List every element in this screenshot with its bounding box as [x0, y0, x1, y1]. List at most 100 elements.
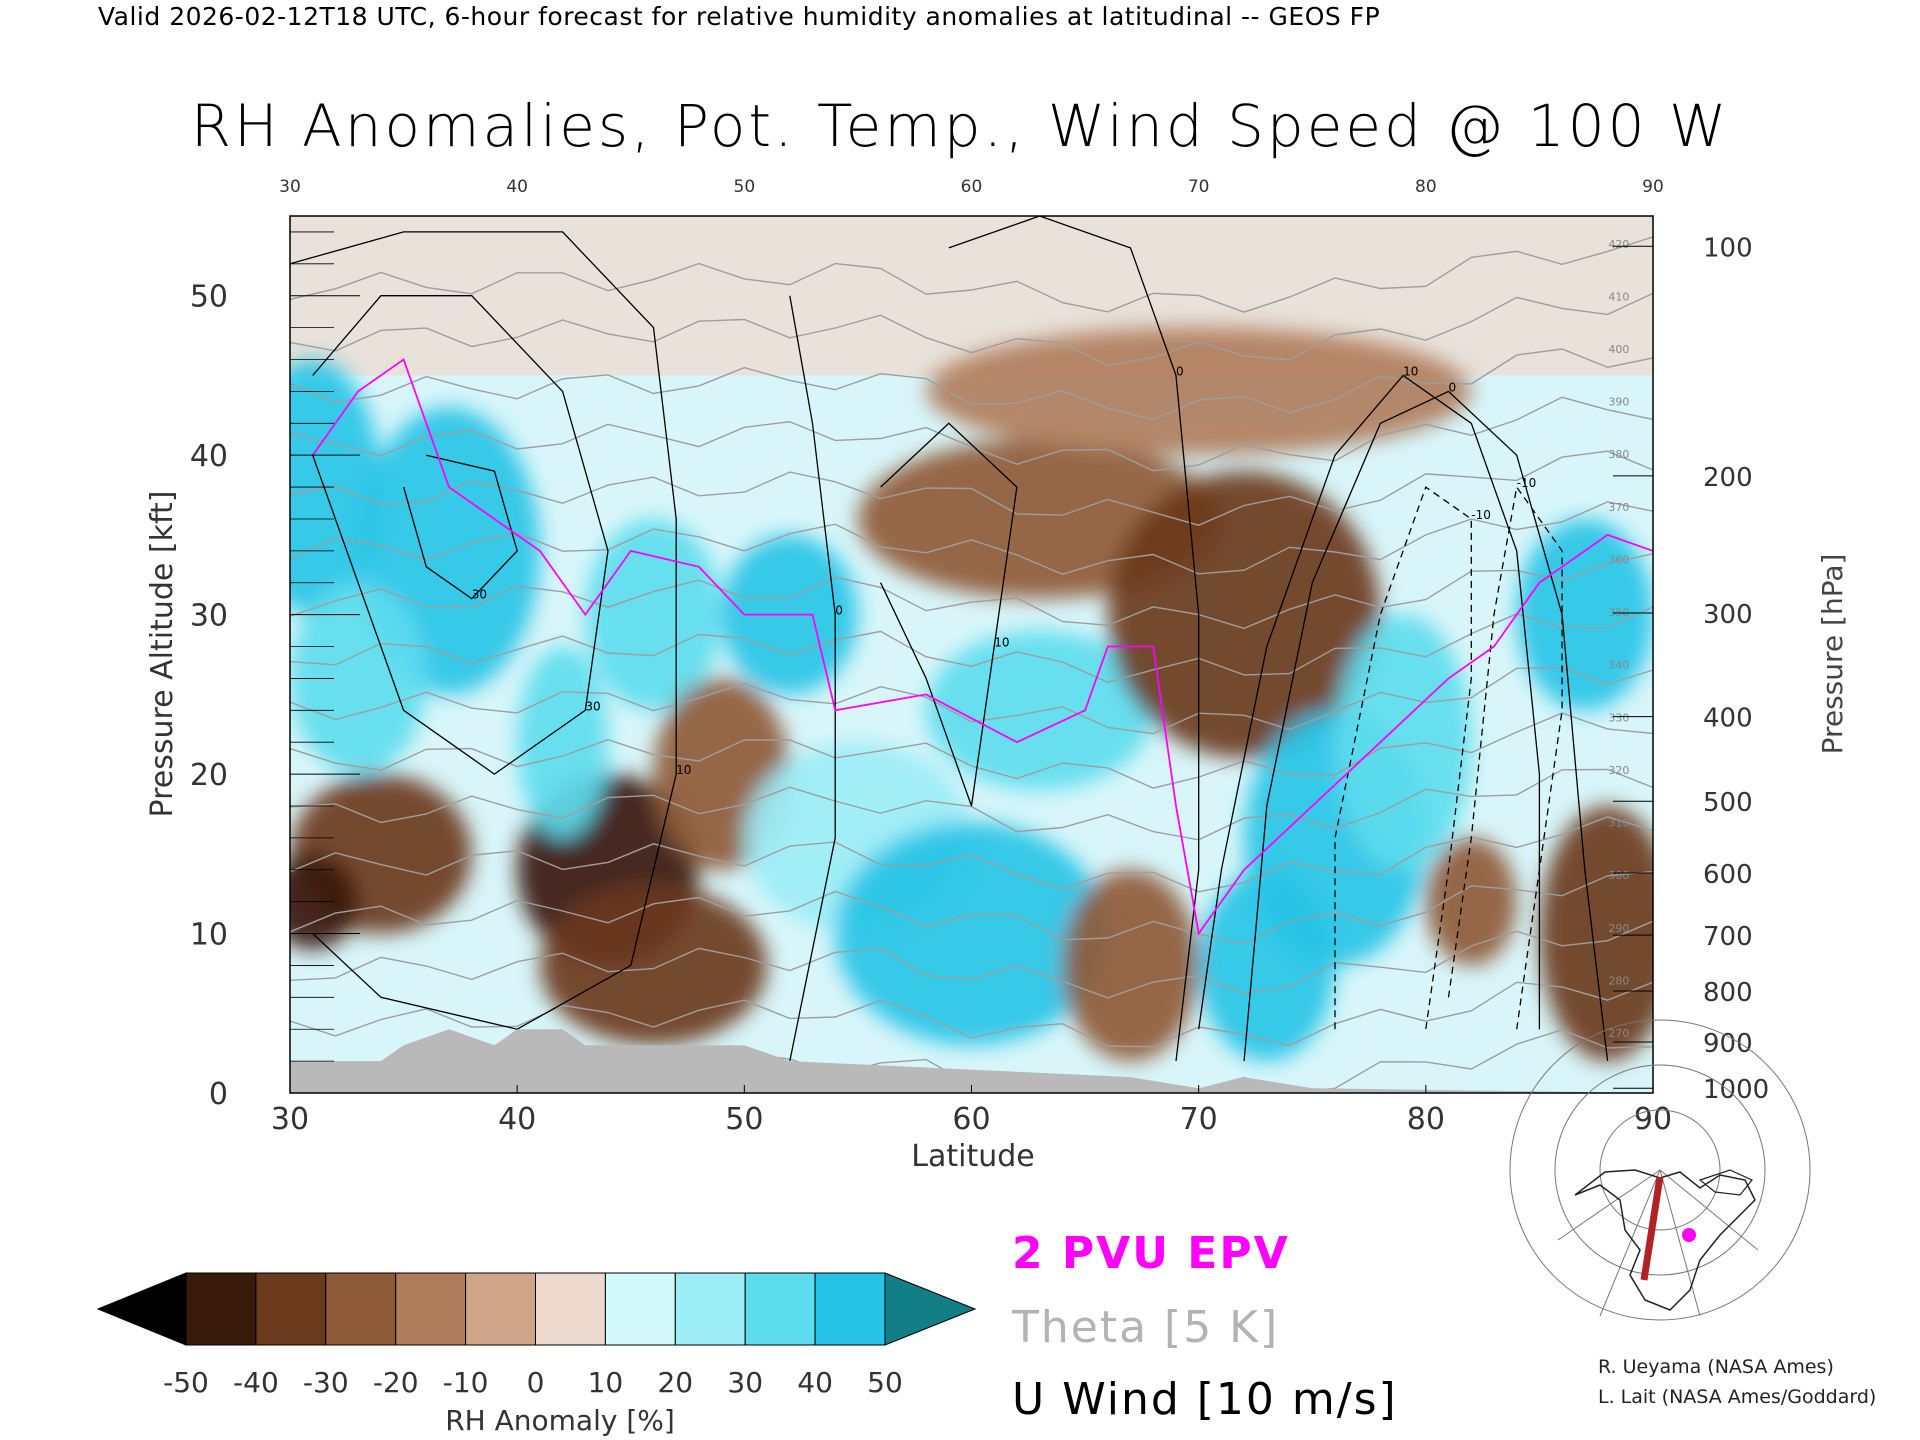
- u-wind-contour-label: -10: [1517, 476, 1537, 490]
- x-tick-label: 70: [1180, 1102, 1218, 1137]
- u-wind-contour: [789, 295, 836, 1062]
- x-tick-label: 90: [1634, 1102, 1672, 1137]
- colorbar-tick-label: -30: [303, 1366, 349, 1399]
- u-wind-contour-label: -10: [1471, 508, 1491, 522]
- y-tick-label: 40: [190, 439, 228, 474]
- pressure-tick-label: 500: [1703, 788, 1753, 818]
- terrain-mask: [290, 1029, 1653, 1093]
- colorbar-segment: [535, 1272, 606, 1346]
- epv-2pvu-contour: [311, 358, 1653, 936]
- rh-anomaly-cell: [835, 821, 1108, 1046]
- chart-title: RH Anomalies, Pot. Temp., Wind Speed @ 1…: [190, 92, 1730, 160]
- u-wind-contour-label: 10: [1403, 364, 1418, 378]
- colorbar-tick-label: -40: [233, 1366, 279, 1399]
- pressure-tick-label: 600: [1703, 860, 1753, 890]
- colorbar-segment: [465, 1272, 537, 1346]
- colorbar-segment: [395, 1272, 467, 1346]
- inset-map: [1509, 1019, 1811, 1321]
- u-wind-contour-label: 30: [472, 588, 487, 602]
- u-wind-contour-label: 30: [585, 699, 600, 713]
- x-tick-label: 60: [952, 1102, 990, 1137]
- theta-contour-label: 290: [1608, 922, 1629, 935]
- theta-contour: [290, 501, 1653, 575]
- rh-anomaly-cell: [1516, 518, 1653, 711]
- u-wind-contour: [402, 454, 518, 600]
- terrain-shape: [290, 1029, 1653, 1093]
- u-wind-contour: [1198, 374, 1541, 1030]
- map-section-line: [1640, 1176, 1664, 1281]
- theta-contour-label: 280: [1608, 974, 1629, 987]
- u-wind-contour-label: 0: [1176, 364, 1184, 378]
- y-axis-label: Pressure Altitude [kft]: [145, 491, 180, 818]
- u-wind-contour: [948, 216, 1200, 1062]
- colorbar-segment: [814, 1272, 886, 1346]
- colorbar-segment: [255, 1272, 327, 1346]
- map-latitude-circle: [1554, 1064, 1766, 1276]
- y-tick-label: 30: [190, 599, 228, 634]
- colorbar-segment: [744, 1272, 816, 1346]
- theta-contour-label: 320: [1608, 764, 1629, 777]
- u-wind-contour: [312, 295, 609, 775]
- rh-anomaly-cell: [585, 518, 722, 711]
- y-tick-label: 20: [190, 758, 228, 793]
- theta-contour-label: 340: [1608, 659, 1629, 672]
- colorbar-tick-label: 50: [867, 1366, 903, 1399]
- colorbar-tick-label: -50: [163, 1366, 209, 1399]
- x-top-tick-label: 70: [1188, 177, 1210, 197]
- legend-epv: 2 PVU EPV: [1012, 1228, 1290, 1279]
- x-tick-label: 80: [1407, 1102, 1445, 1137]
- theta-contour: [290, 920, 1653, 999]
- y-tick-label: 10: [190, 918, 228, 953]
- theta-contour-label: 420: [1608, 238, 1629, 251]
- map-coastline: [1698, 1169, 1753, 1196]
- theta-contour: [290, 236, 1653, 313]
- theta-contour-label: 270: [1608, 1027, 1629, 1040]
- colorbar-segment: [325, 1272, 397, 1346]
- u-wind-contour-label: 10: [676, 763, 691, 777]
- theta-contour: [290, 348, 1653, 421]
- map-latitude-circle: [1599, 1109, 1721, 1231]
- theta-contour: [290, 712, 1653, 789]
- x-top-tick-label: 40: [506, 177, 528, 197]
- rh-anomaly-cell: [1539, 806, 1653, 1062]
- axes: 3030404050506060707080809090010203040501…: [190, 177, 1769, 1137]
- colorbar-segment: [604, 1272, 676, 1346]
- u-wind-contours: 30 30 10 10 0 0 10 0 -10 -10: [290, 216, 1609, 1062]
- colorbar-tick-label: 40: [797, 1366, 833, 1399]
- rh-anomaly-cell: [1062, 869, 1199, 1062]
- theta-contour-label: 370: [1608, 501, 1629, 514]
- colorbar-over-arrow: [884, 1272, 977, 1346]
- map-coastline: [1574, 1169, 1756, 1311]
- stratosphere-tint: [290, 216, 1653, 376]
- theta-contour-label: 390: [1608, 396, 1629, 409]
- map-latitude-circle: [1509, 1019, 1811, 1321]
- u-wind-contour-label: 10: [994, 636, 1009, 650]
- theta-contour-label: 360: [1608, 553, 1629, 566]
- rh-anomaly-cell: [926, 327, 1472, 456]
- pressure-tick-label: 900: [1703, 1029, 1753, 1059]
- theta-contour: [290, 870, 1653, 945]
- x-top-tick-label: 90: [1642, 177, 1664, 197]
- pressure-tick-label: 300: [1703, 600, 1753, 630]
- axis-labels: Latitude Pressure Altitude [kft] Pressur…: [145, 491, 1849, 1174]
- x-tick-label: 50: [725, 1102, 763, 1137]
- colorbar-tick-label: 20: [657, 1366, 693, 1399]
- rh-anomaly-cell: [539, 885, 768, 1046]
- credit-author-2: L. Lait (NASA Ames/Goddard): [1598, 1386, 1877, 1408]
- u-wind-contour: [290, 231, 677, 1030]
- rh-anomaly-cell: [1107, 471, 1381, 759]
- rh-anomaly-cell: [1198, 869, 1335, 1062]
- u-wind-negative-contour: [1447, 485, 1563, 1030]
- u-wind-contour: [1243, 390, 1609, 1062]
- u-wind-contour-label: 0: [835, 604, 843, 618]
- colorbar-segment: [185, 1272, 257, 1346]
- colorbar-under-arrow: [96, 1272, 187, 1346]
- u-wind-negative-contour: [1334, 486, 1472, 1030]
- x-axis-label: Latitude: [911, 1139, 1034, 1174]
- theta-contour: [290, 450, 1653, 526]
- y-tick-label: 0: [209, 1077, 228, 1112]
- pressure-tick-label: 200: [1703, 463, 1753, 493]
- theta-contour: [290, 553, 1653, 630]
- epv-2pvu-line: [311, 358, 1653, 936]
- colorbar-label: RH Anomaly [%]: [445, 1404, 675, 1437]
